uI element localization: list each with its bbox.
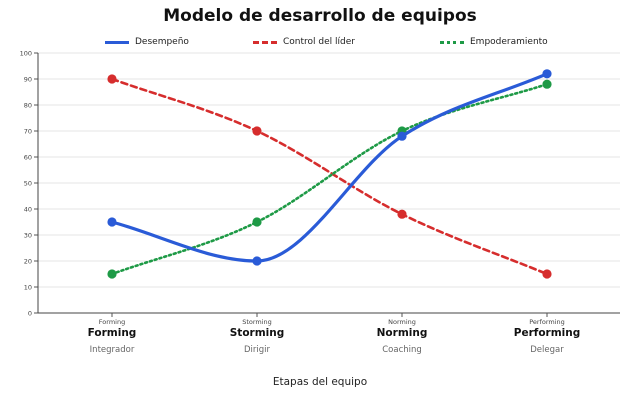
y-tick-label: 90 — [24, 76, 32, 84]
y-tick-label: 50 — [24, 180, 32, 188]
legend-item-empoderamiento: Empoderamiento — [440, 37, 548, 47]
data-point-empoderamiento — [542, 79, 552, 89]
series-line-control-del-li-der — [110, 77, 549, 276]
data-point-empoderamiento — [107, 269, 117, 279]
data-point-desempen-o — [252, 256, 262, 266]
x-category-subtitle: Dirigir — [244, 345, 271, 355]
chart-title: Modelo de desarrollo de equipos — [163, 6, 477, 26]
legend-label-desempeno: Desempeño — [135, 37, 189, 47]
data-point-empoderamiento — [252, 217, 262, 227]
data-point-desempen-o — [542, 69, 552, 79]
x-category-subtitle: Integrador — [90, 345, 135, 355]
legend-swatch-empoderamiento — [440, 40, 464, 44]
y-tick-label: 60 — [24, 154, 32, 162]
x-tick-label: Forming — [99, 318, 125, 326]
data-point-control-del-li-der — [252, 126, 262, 136]
y-tick-label: 100 — [20, 50, 32, 58]
y-tick-label: 70 — [24, 128, 32, 136]
legend-item-desempeno: Desempeño — [105, 37, 189, 47]
y-tick-label: 20 — [24, 258, 32, 266]
data-point-control-del-li-der — [107, 74, 117, 84]
x-tick-label: Storming — [242, 318, 272, 326]
legend-swatch-control — [253, 40, 277, 44]
x-tick-label: Performing — [529, 318, 565, 326]
x-category-title: Performing — [514, 327, 581, 339]
y-tick-label: 80 — [24, 102, 32, 110]
x-category-subtitle: Delegar — [530, 345, 564, 355]
legend-label-empoderamiento: Empoderamiento — [470, 37, 548, 47]
x-tick-label: Norming — [388, 318, 416, 326]
x-axis-title: Etapas del equipo — [272, 376, 368, 388]
series-line-empoderamiento — [110, 82, 549, 276]
y-tick-label: 0 — [28, 310, 32, 318]
data-point-desempen-o — [107, 217, 117, 227]
legend-label-control: Control del líder — [283, 37, 355, 47]
series-line-desempen-o — [110, 72, 549, 263]
x-category-title: Forming — [88, 327, 137, 339]
y-tick-label: 10 — [24, 284, 32, 292]
y-tick-label: 30 — [24, 232, 32, 240]
legend: Desempeño Control del líder Empoderamien… — [0, 37, 640, 53]
x-category-subtitle: Coaching — [382, 345, 422, 355]
x-category-title: Norming — [377, 327, 428, 339]
x-category-title: Storming — [230, 327, 285, 339]
data-point-control-del-li-der — [397, 209, 407, 219]
legend-item-control: Control del líder — [253, 37, 355, 47]
data-point-control-del-li-der — [542, 269, 552, 279]
data-point-desempen-o — [397, 131, 407, 141]
legend-swatch-desempeno — [105, 40, 129, 44]
y-tick-label: 40 — [24, 206, 32, 214]
